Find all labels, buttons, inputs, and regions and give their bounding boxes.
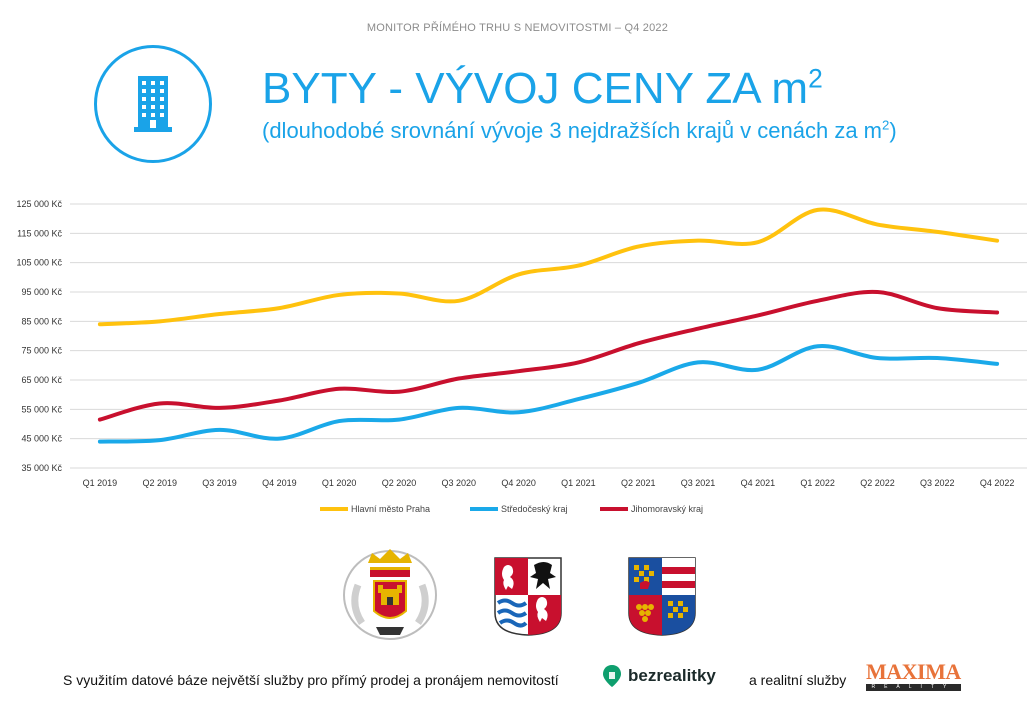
price-line-chart: 125 000 Kč 115 000 Kč 105 000 Kč 95 000 Kč 8… (16, 199, 1027, 514)
building-icon (134, 76, 172, 132)
footer-source-text: S využitím datové báze největší služby p… (63, 672, 559, 688)
location-pin-icon (603, 665, 621, 687)
legend-label: Středočeský kraj (501, 504, 568, 514)
y-tick-label: 55 000 Kč (21, 404, 62, 414)
series-line-0 (97, 207, 1000, 327)
y-tick-label: 65 000 Kč (21, 375, 62, 385)
chart-legend: Hlavní město Praha Středočeský kraj Jihomo… (320, 504, 703, 514)
x-tick-label: Q1 2020 (322, 478, 357, 488)
x-tick-label: Q1 2021 (561, 478, 596, 488)
crest-stredocesky (494, 557, 562, 636)
x-tick-label: Q2 2021 (621, 478, 656, 488)
x-tick-label: Q4 2020 (501, 478, 536, 488)
page-subtitle: (dlouhodobé srovnání vývoje 3 nejdražšíc… (262, 117, 897, 143)
series-line-2 (97, 289, 1000, 422)
x-tick-label: Q3 2020 (442, 478, 477, 488)
x-tick-label: Q4 2021 (741, 478, 776, 488)
y-axis-labels: 125 000 Kč 115 000 Kč 105 000 Kč 95 000 Kč 8… (16, 199, 62, 473)
x-tick-label: Q3 2022 (920, 478, 955, 488)
y-tick-label: 105 000 Kč (16, 258, 62, 268)
x-tick-label: Q1 2022 (800, 478, 835, 488)
x-tick-label: Q2 2022 (860, 478, 895, 488)
maxima-reality-logo: MAXIMA REALITY (866, 659, 961, 691)
bezrealitky-logo: bezrealitky (602, 664, 716, 688)
x-axis-labels: Q1 2019 Q2 2019 Q3 2019 Q4 2019 Q1 2020 Q2 20… (83, 478, 1015, 488)
x-tick-label: Q3 2021 (681, 478, 716, 488)
page-title: BYTY - VÝVOJ CENY ZA m2 (262, 63, 823, 113)
series-line-1 (97, 344, 1000, 444)
legend-label: Hlavní město Praha (351, 504, 430, 514)
legend-label: Jihomoravský kraj (631, 504, 703, 514)
y-tick-label: 125 000 Kč (16, 199, 62, 209)
x-tick-label: Q3 2019 (202, 478, 237, 488)
x-tick-label: Q4 2019 (262, 478, 297, 488)
x-tick-label: Q1 2019 (83, 478, 118, 488)
y-tick-label: 115 000 Kč (17, 228, 62, 238)
chart-grid (70, 203, 1027, 469)
x-tick-label: Q2 2019 (142, 478, 177, 488)
y-tick-label: 85 000 Kč (21, 316, 62, 326)
x-tick-label: Q2 2020 (382, 478, 417, 488)
chart-series (97, 207, 1000, 444)
footer-mid-text: a realitní služby (749, 672, 847, 688)
x-tick-label: Q4 2022 (980, 478, 1015, 488)
logo-circle (94, 45, 212, 163)
y-tick-label: 95 000 Kč (21, 287, 62, 297)
y-tick-label: 75 000 Kč (21, 346, 62, 356)
crest-praha (343, 549, 437, 640)
report-header: MONITOR PŘÍMÉHO TRHU S NEMOVITOSTMI – Q4… (366, 22, 669, 34)
y-tick-label: 35 000 Kč (21, 463, 62, 473)
y-tick-label: 45 000 Kč (21, 434, 62, 444)
crest-jihomoravsky (628, 557, 696, 636)
